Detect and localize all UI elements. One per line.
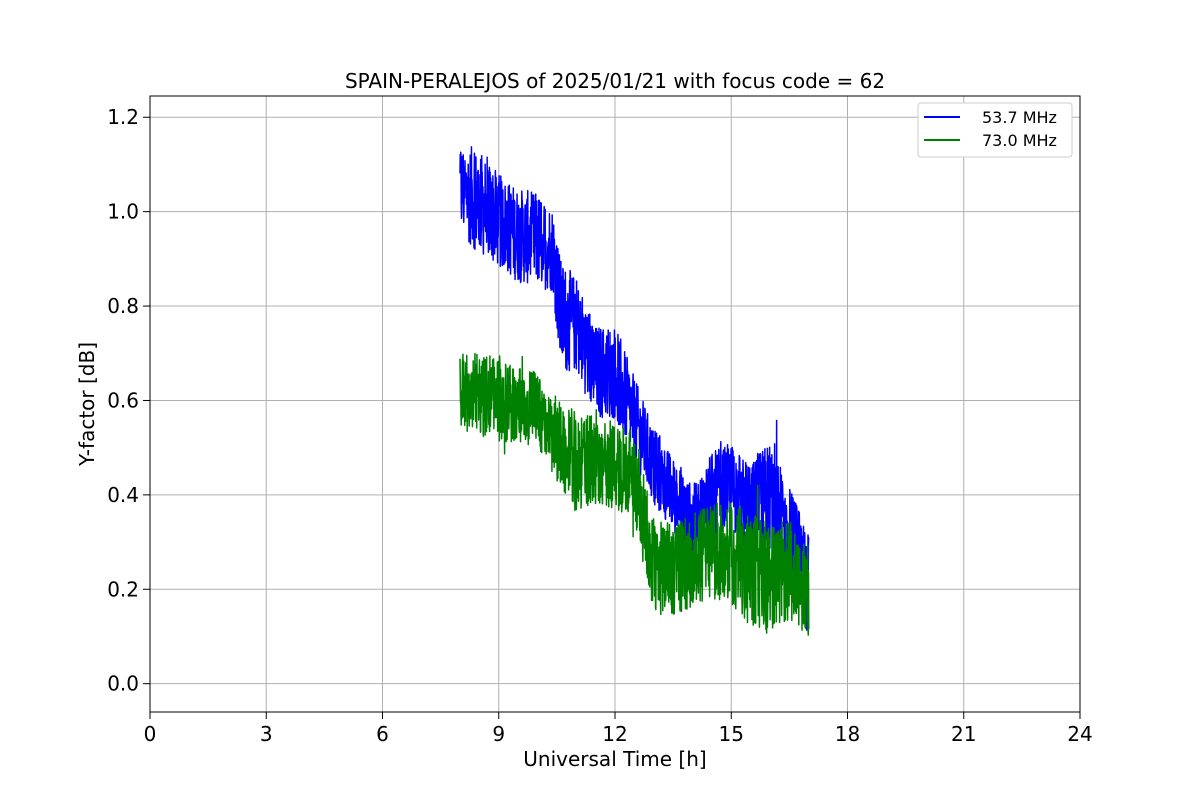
ticks: 0 3 6 9 12 15 18 21 24 0.0 0.2 0.4 0.6 0.8 1.0 1.2 — [107, 105, 1093, 746]
x-tick-label: 18 — [835, 722, 860, 746]
x-tick-label: 6 — [376, 722, 389, 746]
y-tick-label: 1.2 — [107, 105, 139, 129]
x-tick-label: 3 — [260, 722, 273, 746]
x-tick-label: 24 — [1067, 722, 1092, 746]
x-tick-label: 21 — [951, 722, 976, 746]
legend-label-0: 53.7 MHz — [982, 108, 1057, 127]
x-axis-label: Universal Time [h] — [523, 747, 706, 771]
y-axis-label: Y-factor [dB] — [75, 342, 99, 467]
chart-title: SPAIN-PERALEJOS of 2025/01/21 with focus… — [345, 69, 885, 93]
y-tick-label: 0.0 — [107, 672, 139, 696]
series-line-1 — [459, 352, 810, 636]
x-tick-label: 0 — [144, 722, 157, 746]
series-layer — [459, 146, 810, 636]
legend-label-1: 73.0 MHz — [982, 131, 1057, 150]
y-tick-label: 0.2 — [107, 577, 139, 601]
y-tick-label: 0.8 — [107, 294, 139, 318]
x-tick-label: 12 — [602, 722, 627, 746]
y-tick-label: 0.4 — [107, 483, 139, 507]
y-tick-label: 0.6 — [107, 388, 139, 412]
y-tick-label: 1.0 — [107, 200, 139, 224]
x-tick-label: 15 — [719, 722, 744, 746]
legend: 53.7 MHz 73.0 MHz — [917, 102, 1073, 158]
x-tick-label: 9 — [492, 722, 505, 746]
